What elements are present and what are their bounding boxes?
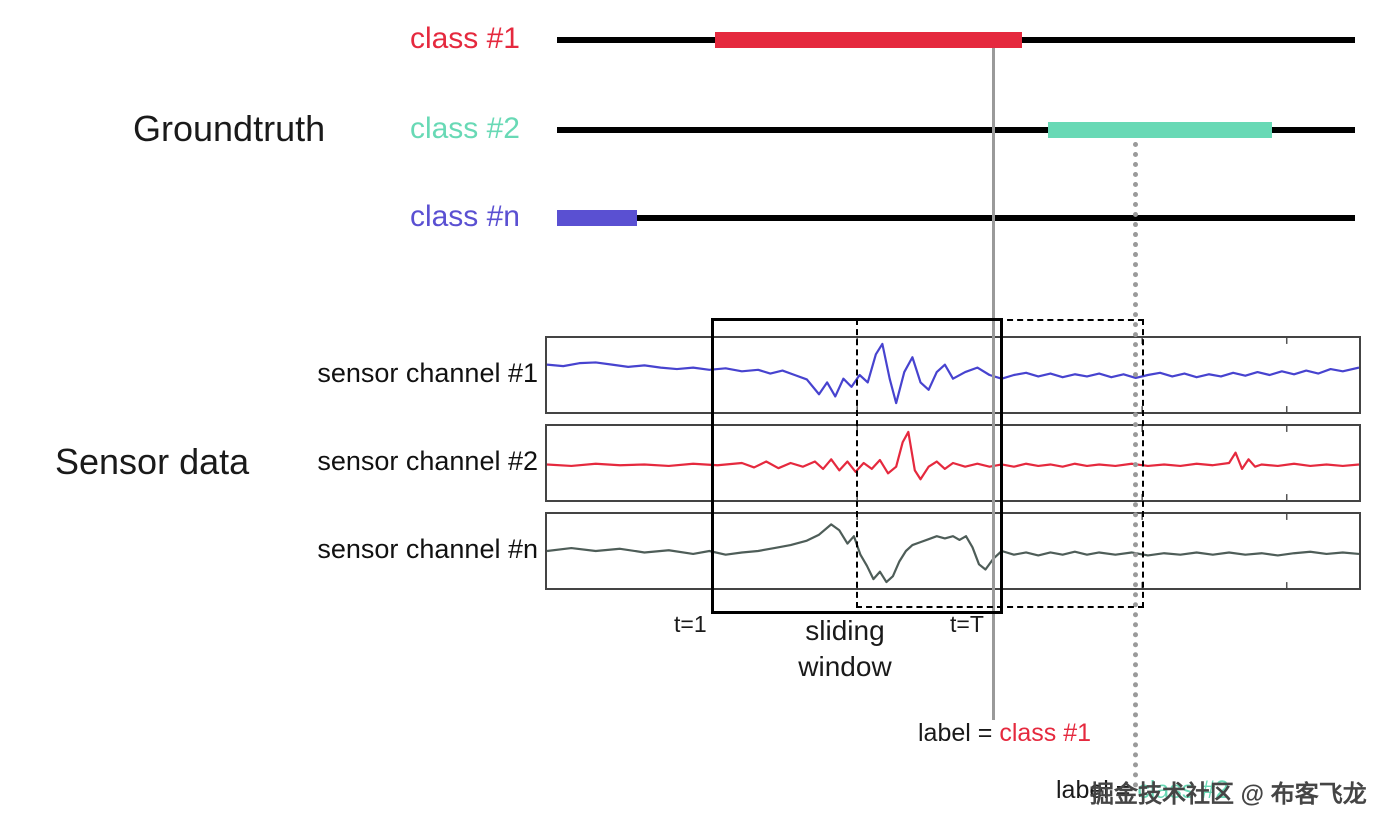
window-label-class-2: label = class #2	[1056, 776, 1229, 805]
class-n-label: class #n	[409, 200, 520, 233]
timeline-class-2	[557, 122, 1355, 138]
class-2-segment	[1047, 122, 1272, 138]
sensor-channel-2-label: sensor channel #2	[317, 446, 538, 476]
label2-prefix: label =	[1056, 776, 1138, 804]
window-label-class-1: label = class #1	[918, 719, 1091, 748]
class-2-label: class #2	[409, 112, 520, 145]
watermark-text: 掘金技术社区 @ 布客飞龙	[1090, 781, 1367, 808]
class-1-label: class #1	[409, 22, 520, 55]
timeline-class-1	[557, 32, 1355, 48]
sensor-channel-1-label: sensor channel #1	[317, 358, 538, 388]
class-n-segment	[557, 210, 637, 226]
window-t-end-label: t=T	[950, 611, 984, 637]
label1-class: class #1	[999, 719, 1092, 747]
sliding-window-next	[856, 319, 1144, 608]
sensor-channel-n-label: sensor channel #n	[317, 534, 538, 564]
label1-prefix: label =	[918, 719, 1000, 747]
window-t-start-label: t=1	[674, 611, 707, 637]
groundtruth-section-label: Groundtruth	[133, 108, 326, 149]
sliding-window-caption-line2: window	[798, 650, 892, 682]
timeline-class-n	[557, 210, 1355, 226]
class-1-segment	[715, 32, 1023, 48]
label-line-class-1	[992, 48, 995, 720]
sensor-section-label: Sensor data	[55, 441, 250, 482]
sliding-window-caption-line1: sliding	[805, 615, 885, 646]
sliding-window-caption: sliding window	[745, 613, 945, 685]
label2-class: class #2	[1137, 776, 1230, 804]
label-line-class-2	[1133, 142, 1138, 788]
